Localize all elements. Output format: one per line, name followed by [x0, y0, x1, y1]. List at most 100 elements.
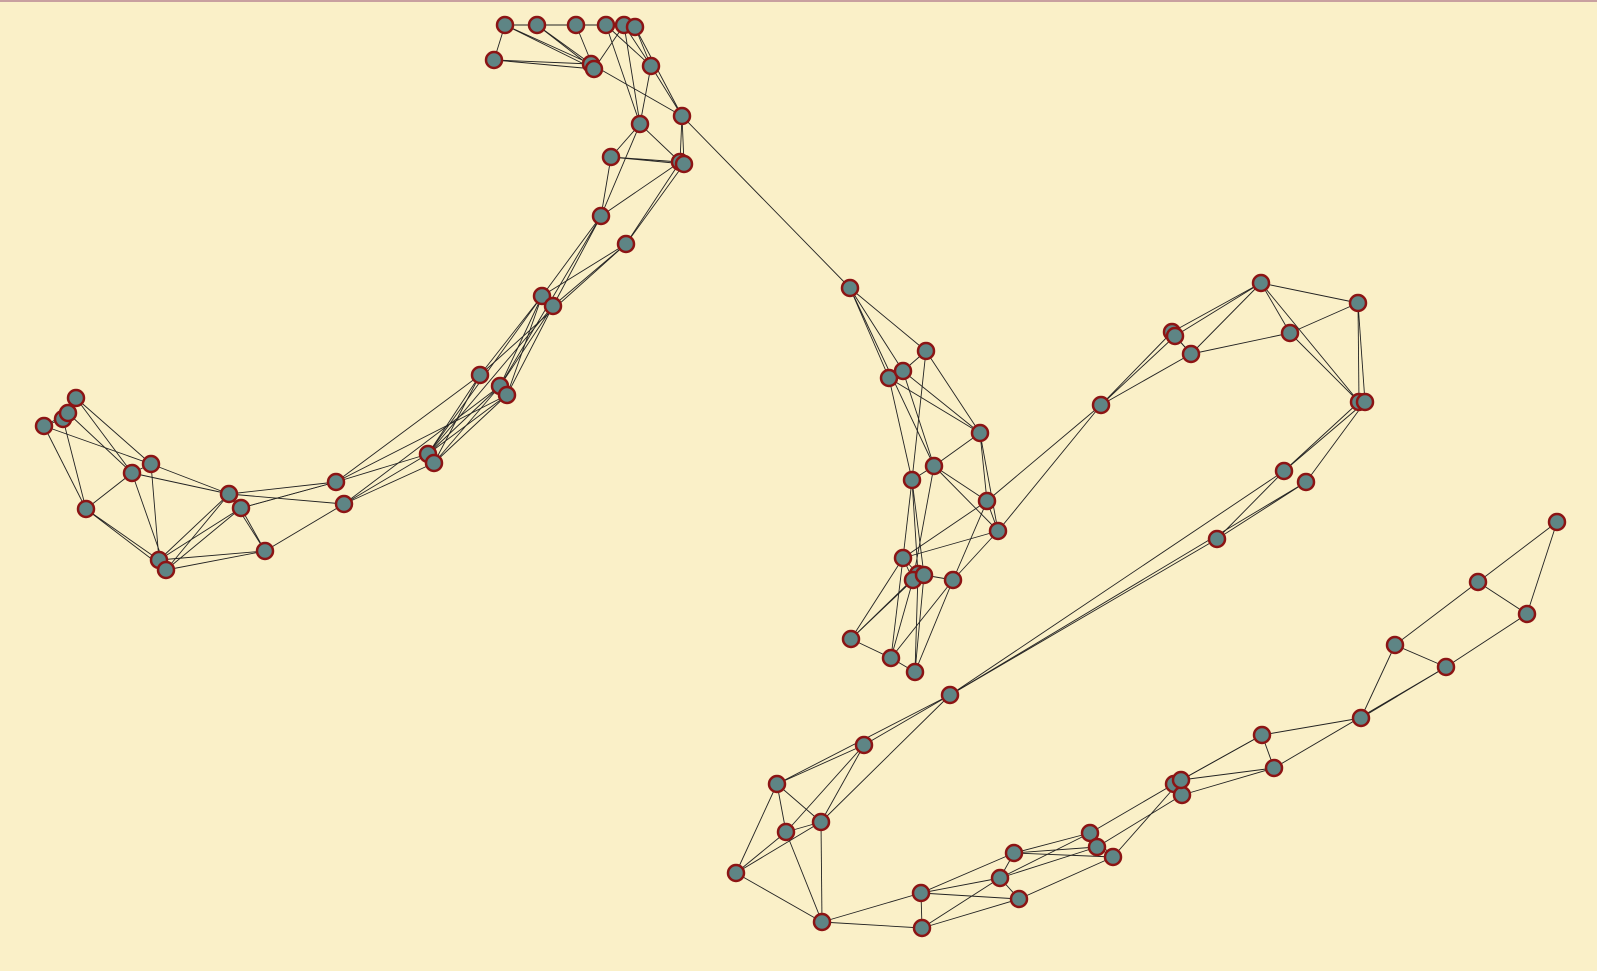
graph-node[interactable] [1172, 785, 1192, 805]
graph-node[interactable] [641, 56, 661, 76]
graph-node[interactable] [1517, 604, 1537, 624]
graph-node[interactable] [911, 883, 931, 903]
graph-node[interactable] [484, 50, 504, 70]
graph-node[interactable] [1091, 395, 1111, 415]
graph-node[interactable] [881, 648, 901, 668]
graph-node[interactable] [156, 560, 176, 580]
graph-node[interactable] [543, 296, 563, 316]
graph-node[interactable] [1252, 725, 1272, 745]
graph-node[interactable] [34, 416, 54, 436]
graph-edge [625, 163, 685, 245]
graph-node[interactable] [1181, 344, 1201, 364]
graph-node[interactable] [231, 498, 251, 518]
graph-node[interactable] [916, 341, 936, 361]
graph-node[interactable] [1103, 847, 1123, 867]
graph-node[interactable] [988, 521, 1008, 541]
graph-node[interactable] [1004, 843, 1024, 863]
graph-node[interactable] [893, 361, 913, 381]
graph-node[interactable] [990, 868, 1010, 888]
graph-node[interactable] [1280, 323, 1300, 343]
graph-node[interactable] [58, 403, 78, 423]
graph-node[interactable] [326, 472, 346, 492]
graph-edge [1216, 481, 1307, 540]
graph-node[interactable] [334, 494, 354, 514]
graph-node[interactable] [591, 206, 611, 226]
graph-node[interactable] [424, 453, 444, 473]
graph-node[interactable] [596, 15, 616, 35]
graph-node[interactable] [1296, 472, 1316, 492]
graph-node[interactable] [219, 484, 239, 504]
graph-edge [150, 463, 230, 495]
graph-node[interactable] [1087, 837, 1107, 857]
graph-node[interactable] [905, 662, 925, 682]
graph-node[interactable] [630, 114, 650, 134]
graph-node[interactable] [854, 735, 874, 755]
graph-edge [433, 394, 508, 464]
graph-edge [920, 852, 1015, 894]
graph-node[interactable] [1547, 512, 1567, 532]
graph-node[interactable] [1385, 635, 1405, 655]
graph-edge [335, 394, 508, 483]
graph-node[interactable] [625, 17, 645, 37]
graph-node[interactable] [495, 15, 515, 35]
graph-edge [1174, 282, 1262, 337]
graph-node[interactable] [1264, 758, 1284, 778]
graph-edge [335, 453, 429, 483]
graph-node[interactable] [566, 15, 586, 35]
graph-node[interactable] [141, 454, 161, 474]
graph-edge [920, 892, 1020, 900]
graph-node[interactable] [1355, 392, 1375, 412]
graph-node[interactable] [943, 570, 963, 590]
graph-node[interactable] [914, 565, 934, 585]
graph-node[interactable] [497, 385, 517, 405]
graph-edge [735, 872, 823, 923]
graph-node[interactable] [902, 470, 922, 490]
graph-node[interactable] [940, 685, 960, 705]
graph-node[interactable] [76, 499, 96, 519]
graph-edge [1171, 282, 1262, 333]
graph-node[interactable] [812, 912, 832, 932]
graph-node[interactable] [255, 541, 275, 561]
graph-edge [43, 425, 87, 510]
graph-node[interactable] [1165, 326, 1185, 346]
graph-node[interactable] [672, 106, 692, 126]
graph-node[interactable] [840, 278, 860, 298]
graph-node[interactable] [767, 774, 787, 794]
graph-edge [1100, 353, 1192, 406]
graph-node[interactable] [1348, 293, 1368, 313]
graph-edge [600, 161, 681, 217]
graph-edge [1360, 644, 1396, 719]
graph-node[interactable] [1251, 273, 1271, 293]
graph-node[interactable] [122, 463, 142, 483]
graph-node[interactable] [1009, 889, 1029, 909]
graph-edge [999, 832, 1091, 879]
graph-node[interactable] [470, 365, 490, 385]
graph-node[interactable] [893, 548, 913, 568]
graph-node[interactable] [726, 863, 746, 883]
graph-edge [343, 453, 429, 505]
graph-node[interactable] [584, 59, 604, 79]
graph-node[interactable] [1351, 708, 1371, 728]
graph-node[interactable] [970, 423, 990, 443]
graph-node[interactable] [912, 918, 932, 938]
graph-edge [605, 24, 652, 67]
graph-node[interactable] [1274, 461, 1294, 481]
graph-edge [888, 377, 981, 434]
graph-node[interactable] [776, 822, 796, 842]
graph-node[interactable] [527, 15, 547, 35]
graph-node[interactable] [601, 147, 621, 167]
graph-node[interactable] [1468, 572, 1488, 592]
graph-node[interactable] [1207, 529, 1227, 549]
graph-node[interactable] [841, 629, 861, 649]
graph-node[interactable] [977, 491, 997, 511]
graph-node[interactable] [811, 812, 831, 832]
graph-edge [85, 472, 133, 510]
graph-node[interactable] [1171, 770, 1191, 790]
graph-node[interactable] [66, 388, 86, 408]
graph-node[interactable] [616, 234, 636, 254]
graph-edge [820, 694, 951, 823]
graph-node[interactable] [1436, 657, 1456, 677]
graph-node[interactable] [924, 456, 944, 476]
graph-node[interactable] [674, 154, 694, 174]
